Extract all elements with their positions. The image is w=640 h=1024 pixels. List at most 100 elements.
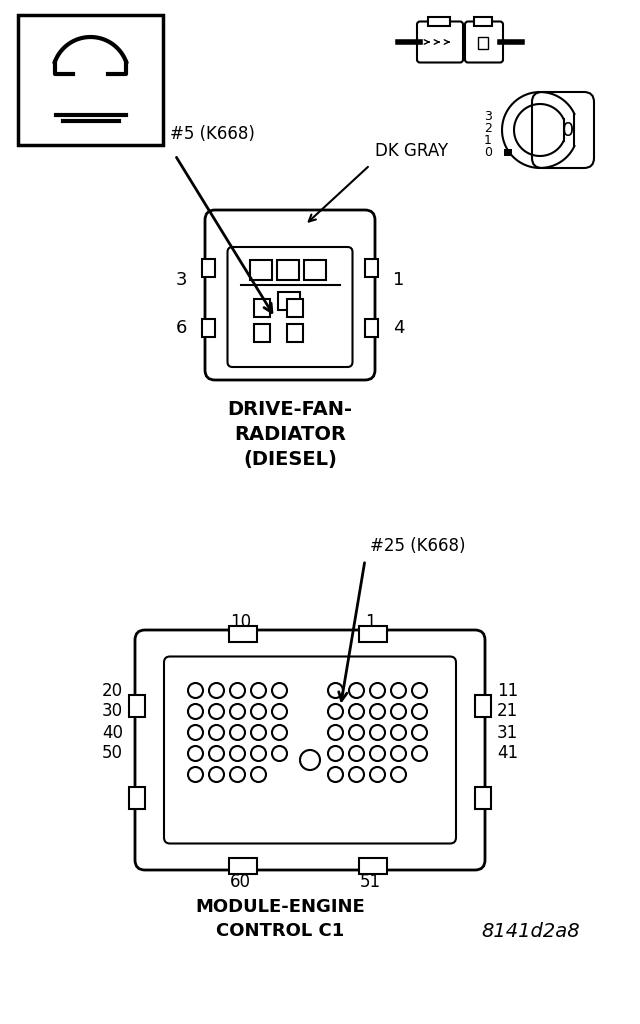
- Bar: [304, 260, 326, 280]
- Circle shape: [328, 683, 343, 698]
- Bar: [18, 15, 163, 145]
- Text: RADIATOR: RADIATOR: [234, 425, 346, 444]
- Bar: [254, 299, 270, 317]
- Text: 3: 3: [484, 110, 492, 123]
- Circle shape: [349, 767, 364, 782]
- Circle shape: [272, 705, 287, 719]
- Bar: [474, 16, 492, 26]
- Circle shape: [412, 705, 427, 719]
- Circle shape: [188, 705, 203, 719]
- Text: 20: 20: [102, 682, 123, 699]
- Text: 30: 30: [102, 702, 123, 721]
- Circle shape: [209, 683, 224, 698]
- Circle shape: [251, 725, 266, 740]
- Circle shape: [349, 705, 364, 719]
- FancyBboxPatch shape: [465, 22, 503, 62]
- Circle shape: [188, 746, 203, 761]
- Bar: [475, 787, 491, 809]
- Text: DRIVE-FAN-: DRIVE-FAN-: [227, 400, 353, 419]
- Circle shape: [370, 746, 385, 761]
- Bar: [229, 858, 257, 874]
- Circle shape: [272, 683, 287, 698]
- Text: 3: 3: [175, 271, 187, 289]
- Circle shape: [230, 725, 245, 740]
- Circle shape: [391, 725, 406, 740]
- Circle shape: [328, 705, 343, 719]
- Bar: [287, 299, 303, 317]
- Circle shape: [300, 750, 320, 770]
- Circle shape: [230, 705, 245, 719]
- Circle shape: [230, 767, 245, 782]
- Circle shape: [349, 746, 364, 761]
- Bar: [254, 324, 270, 342]
- Text: 1: 1: [393, 271, 404, 289]
- Circle shape: [349, 725, 364, 740]
- Circle shape: [391, 746, 406, 761]
- Text: 10: 10: [230, 613, 251, 631]
- Circle shape: [251, 746, 266, 761]
- Circle shape: [391, 683, 406, 698]
- Text: 41: 41: [497, 744, 518, 763]
- Text: 0: 0: [562, 121, 574, 139]
- Bar: [475, 695, 491, 717]
- Text: #25 (K668): #25 (K668): [370, 537, 465, 555]
- Circle shape: [209, 725, 224, 740]
- Circle shape: [412, 725, 427, 740]
- Text: (DIESEL): (DIESEL): [243, 450, 337, 469]
- Bar: [428, 16, 450, 26]
- Text: 31: 31: [497, 724, 518, 741]
- Text: 50: 50: [102, 744, 123, 763]
- Circle shape: [370, 705, 385, 719]
- Circle shape: [328, 725, 343, 740]
- Bar: [365, 319, 378, 337]
- Circle shape: [328, 746, 343, 761]
- Circle shape: [188, 683, 203, 698]
- Circle shape: [412, 746, 427, 761]
- Bar: [129, 695, 145, 717]
- Bar: [478, 37, 488, 49]
- Circle shape: [251, 767, 266, 782]
- Text: 1: 1: [484, 133, 492, 146]
- Bar: [202, 319, 215, 337]
- Circle shape: [370, 683, 385, 698]
- Circle shape: [209, 767, 224, 782]
- Bar: [504, 148, 512, 156]
- Text: 8141d2a8: 8141d2a8: [481, 922, 580, 941]
- Bar: [229, 626, 257, 642]
- Circle shape: [272, 725, 287, 740]
- Circle shape: [209, 705, 224, 719]
- Circle shape: [328, 767, 343, 782]
- Bar: [202, 259, 215, 278]
- Text: 2: 2: [484, 122, 492, 134]
- Circle shape: [230, 683, 245, 698]
- Text: 4: 4: [393, 319, 404, 337]
- Bar: [250, 260, 272, 280]
- Circle shape: [370, 767, 385, 782]
- Circle shape: [209, 746, 224, 761]
- Text: 0: 0: [484, 145, 492, 159]
- Text: 11: 11: [497, 682, 518, 699]
- Bar: [365, 259, 378, 278]
- FancyBboxPatch shape: [532, 92, 594, 168]
- Circle shape: [391, 705, 406, 719]
- Circle shape: [391, 767, 406, 782]
- Circle shape: [272, 746, 287, 761]
- Text: #5 (K668): #5 (K668): [170, 125, 255, 143]
- Circle shape: [251, 705, 266, 719]
- Text: 21: 21: [497, 702, 518, 721]
- Bar: [277, 260, 299, 280]
- Text: 51: 51: [360, 873, 381, 891]
- FancyBboxPatch shape: [164, 656, 456, 844]
- Circle shape: [349, 683, 364, 698]
- Bar: [287, 324, 303, 342]
- Circle shape: [412, 683, 427, 698]
- Text: 60: 60: [230, 873, 251, 891]
- Bar: [359, 626, 387, 642]
- Text: 6: 6: [175, 319, 187, 337]
- Text: CONTROL C1: CONTROL C1: [216, 922, 344, 940]
- FancyBboxPatch shape: [417, 22, 463, 62]
- Circle shape: [188, 767, 203, 782]
- Circle shape: [251, 683, 266, 698]
- Bar: [359, 858, 387, 874]
- Text: DK GRAY: DK GRAY: [375, 142, 448, 160]
